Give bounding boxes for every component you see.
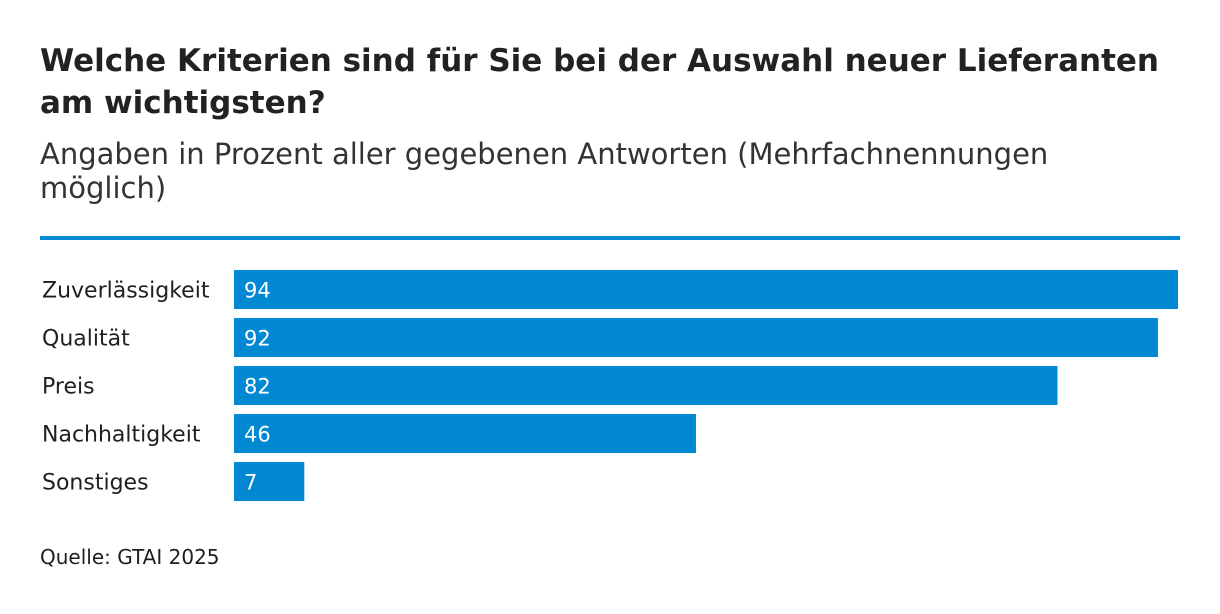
bar	[234, 318, 1158, 357]
category-label: Zuverlässigkeit	[42, 279, 210, 304]
bar	[234, 366, 1058, 405]
chart-subtitle: Angaben in Prozent aller gegebenen Antwo…	[40, 137, 1049, 205]
header-divider	[40, 236, 1180, 240]
value-label: 7	[244, 471, 257, 495]
category-label: Nachhaltigkeit	[42, 423, 201, 448]
value-label: 94	[244, 279, 271, 303]
source-note: Quelle: GTAI 2025	[40, 545, 220, 569]
chart-title: Welche Kriterien sind für Sie bei der Au…	[40, 43, 1159, 121]
bar	[234, 462, 305, 501]
value-label: 82	[244, 375, 271, 399]
value-label: 92	[244, 327, 271, 351]
category-label: Sonstiges	[42, 471, 149, 496]
value-label: 46	[244, 423, 271, 447]
category-label: Preis	[42, 375, 95, 400]
bar	[234, 270, 1178, 309]
category-label: Qualität	[42, 327, 130, 352]
bar	[234, 414, 696, 453]
